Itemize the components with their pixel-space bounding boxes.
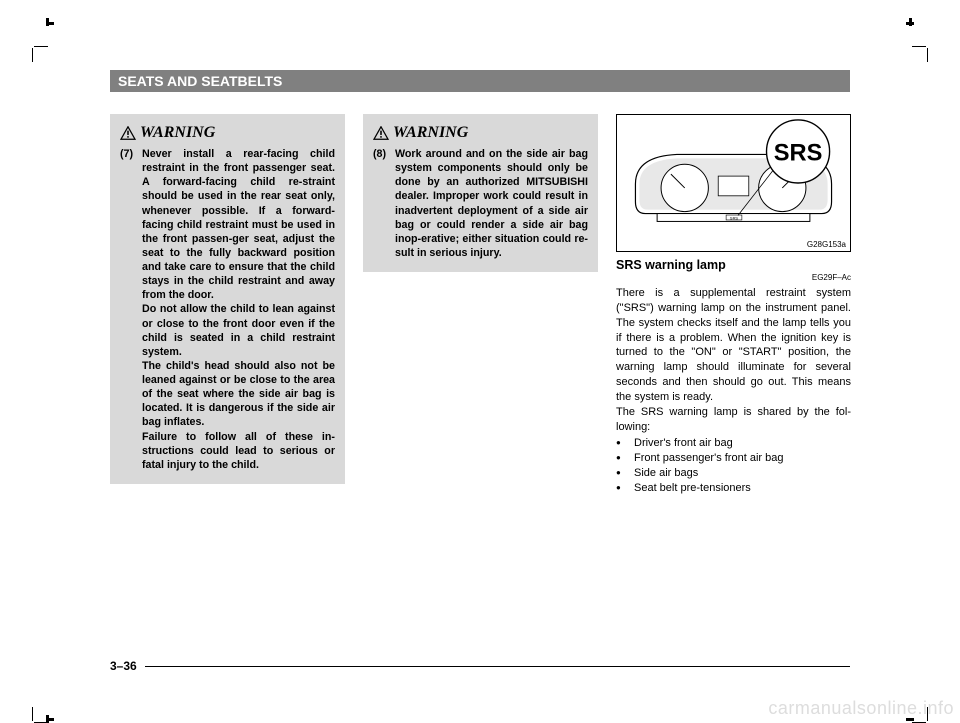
crop-mark [32,46,56,70]
list-item: Side air bags [616,466,851,481]
warning-item: (8) Work around and on the side air bag … [373,147,588,260]
srs-para: There is a supplemental restraint system… [616,286,851,405]
crop-mark [46,715,49,723]
column-2: WARNING (8) Work around and on the side … [363,114,598,496]
warning-number: (7) [120,147,142,472]
list-item: Front passenger's front air bag [616,451,851,466]
warning-heading: WARNING [373,122,588,143]
page-number: 3–36 [110,659,137,673]
warning-title: WARNING [140,122,215,143]
content-columns: WARNING (7) Never install a rear-facing … [110,114,850,496]
warning-box: WARNING (8) Work around and on the side … [363,114,598,272]
crop-mark [904,46,928,70]
srs-body: There is a supplemental restraint system… [616,286,851,496]
figure-code: G28G153a [807,240,846,249]
list-item: Driver's front air bag [616,436,851,451]
srs-code: EG29F–Ac [616,273,851,282]
warning-para: The child's head should also not be lean… [142,359,335,430]
warning-box: WARNING (7) Never install a rear-facing … [110,114,345,484]
warning-title: WARNING [393,122,468,143]
warning-heading: WARNING [120,122,335,143]
warning-para: Never install a rear-facing child restra… [142,147,335,302]
warning-number: (8) [373,147,395,260]
section-header: SEATS AND SEATBELTS [110,70,850,92]
warning-para: Do not allow the child to lean against o… [142,302,335,359]
crop-mark [46,18,49,26]
crop-mark [909,18,912,26]
srs-figure: SRS SRS G28G153a [616,114,851,252]
srs-bullet-list: Driver's front air bag Front passenger's… [616,436,851,495]
warning-para: Work around and on the side air bag syst… [395,147,588,260]
warning-triangle-icon [120,126,136,140]
column-3: SRS SRS G28G153a SRS warning lamp EG29F–… [616,114,851,496]
warning-text: Never install a rear-facing child restra… [142,147,335,472]
list-item: Seat belt pre-tensioners [616,481,851,496]
page-footer: 3–36 [110,659,850,673]
warning-triangle-icon [373,126,389,140]
panel-srs-label: SRS [730,215,738,220]
column-1: WARNING (7) Never install a rear-facing … [110,114,345,496]
footer-rule [145,666,850,667]
crop-mark [906,718,914,721]
page-content: SEATS AND SEATBELTS WARNING (7) Never in… [110,70,850,670]
srs-heading: SRS warning lamp [616,258,851,272]
srs-para: The SRS warning lamp is shared by the fo… [616,405,851,435]
warning-text: Work around and on the side air bag syst… [395,147,588,260]
bubble-srs-text: SRS [774,140,823,166]
watermark: carmanualsonline.info [768,698,954,719]
warning-para: Failure to follow all of these in-struct… [142,430,335,472]
warning-item: (7) Never install a rear-facing child re… [120,147,335,472]
